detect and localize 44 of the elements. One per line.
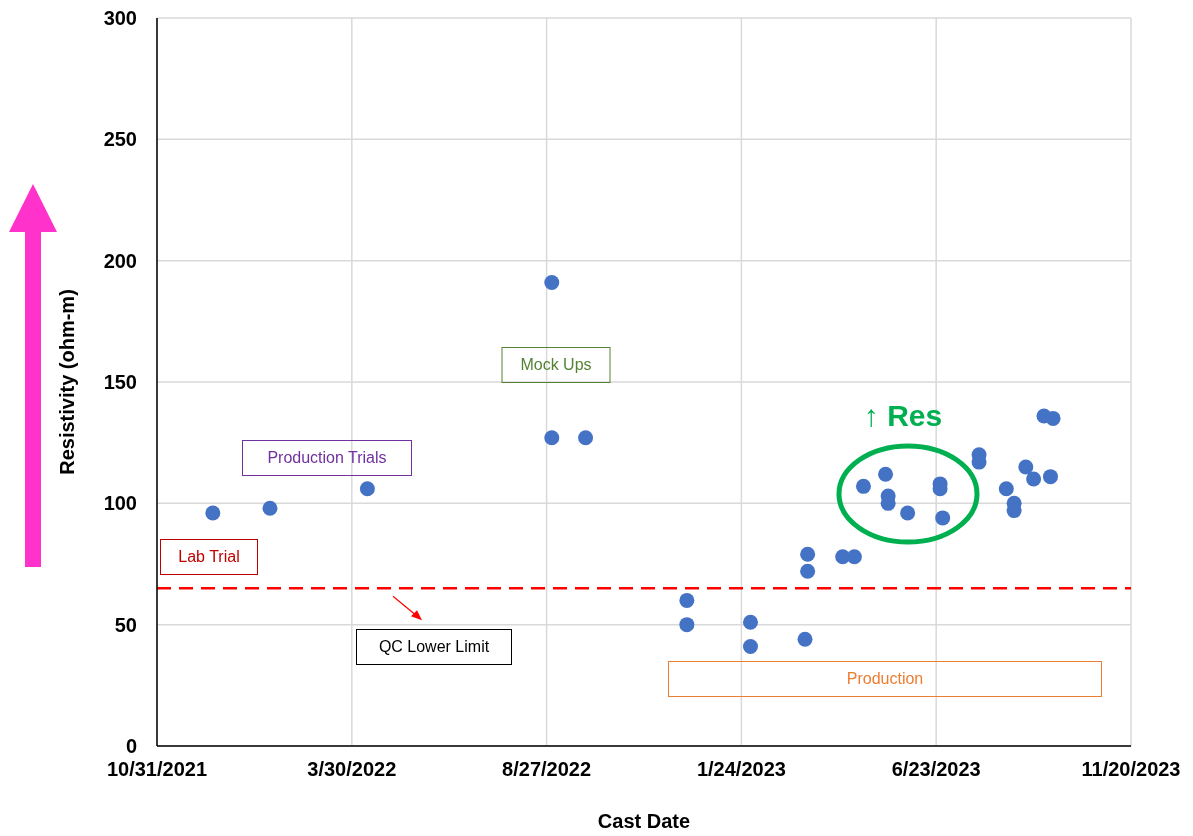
point (800, 546, 816, 562)
point (205, 505, 221, 521)
point (544, 275, 560, 291)
x-axis-title: Cast Date (597, 810, 691, 832)
point (1026, 471, 1042, 487)
annotation: Production (668, 661, 1102, 697)
point (855, 478, 871, 494)
point (935, 510, 951, 526)
point (359, 481, 375, 497)
point (797, 631, 813, 647)
point (998, 481, 1014, 497)
x-tick-label: 6/23/2023 (891, 758, 981, 781)
x-tick-label: 1/24/2023 (696, 758, 786, 781)
point (544, 430, 560, 446)
x-tick-label: 10/31/2021 (106, 758, 208, 781)
x-tick-label: 3/30/2022 (307, 758, 397, 781)
point (1042, 469, 1058, 485)
y-tick-label: 200 (103, 249, 137, 272)
legend-label: QC Lower Limit (356, 629, 512, 666)
y-tick-label: 150 (103, 371, 137, 394)
annotation: Lab Trial (160, 539, 258, 575)
point (679, 592, 695, 608)
point (1018, 459, 1034, 475)
point (846, 549, 862, 565)
y-tick-label: 50 (114, 613, 137, 636)
point (878, 466, 894, 482)
point (742, 614, 758, 630)
point (578, 430, 594, 446)
point (679, 617, 695, 633)
annotation: ↑ Res (863, 398, 943, 434)
point (1045, 410, 1061, 426)
point (800, 563, 816, 579)
x-tick-label: 11/20/2023 (1081, 758, 1181, 781)
y-tick-label: 300 (103, 7, 137, 30)
y-tick-label: 100 (103, 492, 137, 515)
y-axis-title: Resistivity (ohm-m) (56, 289, 78, 475)
point (742, 639, 758, 655)
annotation: Mock Ups (501, 347, 611, 383)
annotation: Production Trials (242, 440, 412, 476)
point (900, 505, 916, 521)
y-tick-label: 250 (103, 128, 137, 151)
point (262, 500, 278, 516)
x-tick-label: 8/27/2022 (502, 758, 592, 781)
y-tick-label: 0 (125, 735, 137, 758)
